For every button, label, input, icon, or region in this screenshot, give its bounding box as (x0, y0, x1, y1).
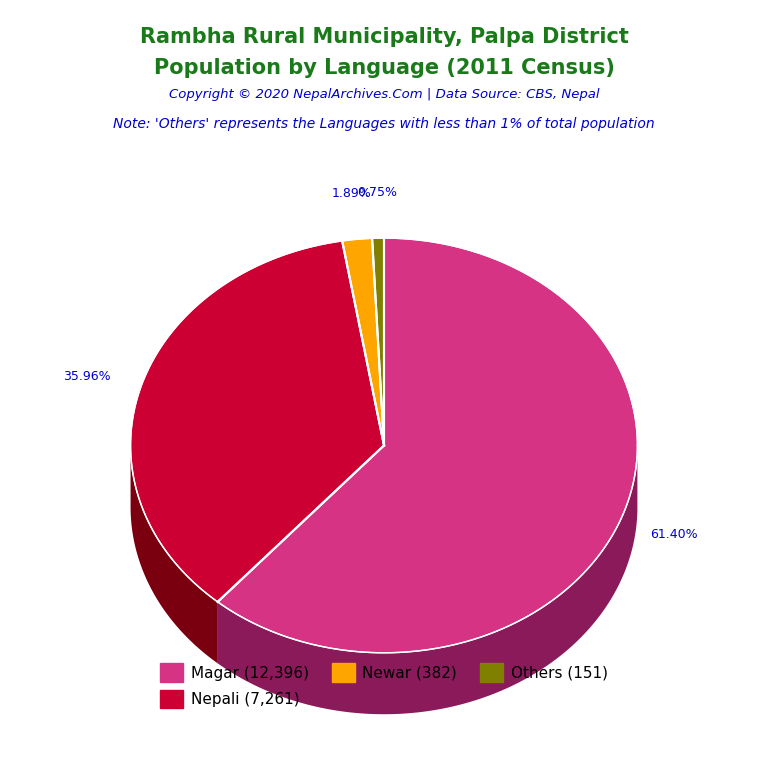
Polygon shape (131, 446, 217, 664)
Polygon shape (217, 445, 384, 664)
Polygon shape (217, 449, 637, 714)
Polygon shape (372, 238, 384, 445)
Text: Copyright © 2020 NepalArchives.Com | Data Source: CBS, Nepal: Copyright © 2020 NepalArchives.Com | Dat… (169, 88, 599, 101)
Text: 61.40%: 61.40% (650, 528, 697, 541)
Text: Population by Language (2011 Census): Population by Language (2011 Census) (154, 58, 614, 78)
Text: Rambha Rural Municipality, Palpa District: Rambha Rural Municipality, Palpa Distric… (140, 27, 628, 47)
Polygon shape (343, 238, 384, 445)
Legend: Magar (12,396), Nepali (7,261), Newar (382), Others (151): Magar (12,396), Nepali (7,261), Newar (3… (154, 657, 614, 714)
Text: Note: 'Others' represents the Languages with less than 1% of total population: Note: 'Others' represents the Languages … (113, 117, 655, 131)
Polygon shape (217, 238, 637, 653)
Text: 0.75%: 0.75% (356, 186, 397, 199)
Text: 35.96%: 35.96% (63, 370, 111, 383)
Polygon shape (131, 241, 384, 602)
Polygon shape (217, 445, 384, 664)
Text: 1.89%: 1.89% (331, 187, 371, 200)
